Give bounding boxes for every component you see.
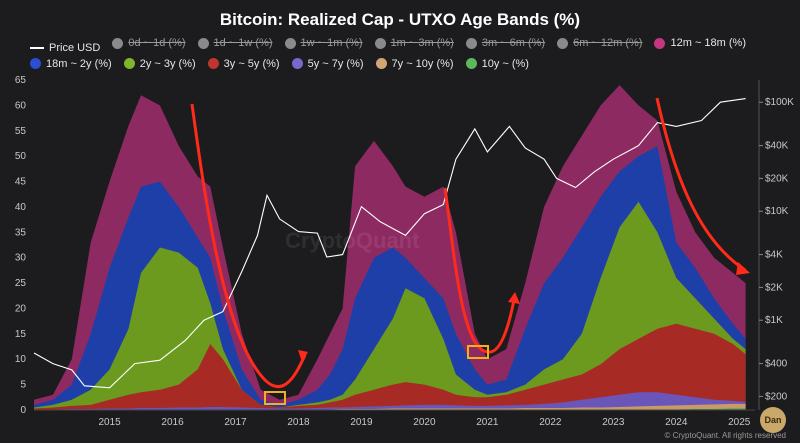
annotation-arrow-3 xyxy=(655,97,746,272)
legend-swatch xyxy=(375,58,387,69)
y2-tick-label: $1K xyxy=(765,315,783,326)
y-tick-label: 60 xyxy=(15,100,27,111)
legend-label: 10y ~ (%) xyxy=(481,57,529,70)
legend-item-5[interactable]: 3m ~ 6m (%) xyxy=(465,35,546,51)
legend-swatch xyxy=(465,58,477,69)
y-tick-label: 45 xyxy=(15,177,27,188)
legend-label: 2y ~ 3y (%) xyxy=(139,57,196,70)
annotation-arrow-1 xyxy=(190,103,307,389)
area-series-3 xyxy=(34,323,746,410)
legend-item-12[interactable]: 7y ~ 10y (%) xyxy=(375,56,454,72)
legend-item-8[interactable]: 18m ~ 2y (%) xyxy=(30,56,112,72)
legend: Price USD 0d ~ 1d (%) 1d ~ 1w (%) 1w ~ 1m (… xyxy=(30,35,780,74)
legend-label: 18m ~ 2y (%) xyxy=(46,57,112,70)
y-tick-label: 30 xyxy=(15,253,27,264)
x-tick-label: 2018 xyxy=(287,417,310,428)
legend-swatch xyxy=(197,37,209,49)
annotation-arrowhead-1 xyxy=(298,350,308,362)
highlight-box-2018 xyxy=(264,391,286,405)
y2-tick-label: $100K xyxy=(765,97,794,108)
legend-item-7[interactable]: 12m ~ 18m (%) xyxy=(654,35,746,51)
legend-label: 5y ~ 7y (%) xyxy=(307,57,364,70)
y-tick-label: 50 xyxy=(15,151,27,162)
y-tick-label: 10 xyxy=(15,354,27,365)
legend-swatch xyxy=(112,37,124,49)
y2-tick-label: $200 xyxy=(765,391,788,402)
legend-label: Price USD xyxy=(49,41,101,54)
legend-item-11[interactable]: 5y ~ 7y (%) xyxy=(291,56,364,72)
y2-tick-label: $2K xyxy=(765,282,783,293)
x-tick-label: 2015 xyxy=(98,417,121,428)
y2-tick-label: $400 xyxy=(765,359,788,370)
legend-label: 1d ~ 1w (%) xyxy=(213,37,273,49)
legend-swatch xyxy=(291,58,303,69)
legend-swatch xyxy=(30,46,44,49)
legend-item-1[interactable]: 0d ~ 1d (%) xyxy=(112,35,186,51)
y2-tick-label: $10K xyxy=(765,206,789,217)
x-tick-label: 2023 xyxy=(602,417,625,428)
legend-swatch xyxy=(557,37,569,49)
author-badge: Dan xyxy=(760,407,786,433)
x-tick-label: 2022 xyxy=(539,417,562,428)
x-tick-label: 2025 xyxy=(728,417,751,428)
x-tick-label: 2016 xyxy=(161,417,184,428)
chart-title: Bitcoin: Realized Cap - UTXO Age Bands (… xyxy=(219,10,581,29)
area-series-4 xyxy=(34,392,746,410)
legend-label: 3m ~ 6m (%) xyxy=(481,37,546,49)
legend-item-6[interactable]: 6m ~ 12m (%) xyxy=(557,35,642,51)
legend-swatch xyxy=(207,58,219,69)
y-tick-label: 40 xyxy=(15,202,27,213)
legend-label: 3y ~ 5y (%) xyxy=(223,57,280,70)
y-tick-label: 65 xyxy=(15,75,27,86)
highlight-box-2021 xyxy=(467,345,489,359)
annotation-arrow-2 xyxy=(443,187,516,354)
watermark: CryptoQuant xyxy=(285,228,420,253)
legend-item-3[interactable]: 1w ~ 1m (%) xyxy=(284,35,363,51)
legend-item-2[interactable]: 1d ~ 1w (%) xyxy=(197,35,273,51)
x-tick-label: 2024 xyxy=(665,417,688,428)
y-tick-label: 25 xyxy=(15,278,27,289)
y2-tick-label: $20K xyxy=(765,173,789,184)
area-series-5 xyxy=(34,403,746,410)
legend-item-10[interactable]: 3y ~ 5y (%) xyxy=(207,56,280,72)
y-tick-label: 35 xyxy=(15,227,27,238)
legend-item-13[interactable]: 10y ~ (%) xyxy=(465,56,529,72)
legend-swatch xyxy=(374,37,386,49)
x-tick-label: 2021 xyxy=(476,417,499,428)
legend-item-9[interactable]: 2y ~ 3y (%) xyxy=(123,56,196,72)
legend-label: 1w ~ 1m (%) xyxy=(300,37,363,49)
footer-copyright: © CryptoQuant. All rights reserved xyxy=(664,431,787,440)
legend-item-4[interactable]: 1m ~ 3m (%) xyxy=(374,35,454,51)
legend-label: 1m ~ 3m (%) xyxy=(390,37,454,49)
y2-tick-label: $40K xyxy=(765,141,789,152)
y-tick-label: 15 xyxy=(15,329,27,340)
legend-label: 0d ~ 1d (%) xyxy=(128,37,186,49)
x-tick-label: 2017 xyxy=(224,417,247,428)
y-tick-label: 55 xyxy=(15,126,27,137)
legend-label: 12m ~ 18m (%) xyxy=(670,37,746,49)
legend-swatch xyxy=(654,37,666,49)
y-tick-label: 0 xyxy=(20,405,26,416)
price-line xyxy=(33,98,746,389)
y-tick-label: 20 xyxy=(15,303,27,314)
annotation-arrowhead-3 xyxy=(736,262,750,275)
y2-tick-label: $4K xyxy=(765,250,783,261)
x-tick-label: 2019 xyxy=(350,417,373,428)
legend-swatch xyxy=(465,37,477,49)
legend-label: 6m ~ 12m (%) xyxy=(573,37,643,49)
legend-item-0[interactable]: Price USD xyxy=(30,40,100,56)
legend-label: 7y ~ 10y (%) xyxy=(391,57,454,70)
x-tick-label: 2020 xyxy=(413,417,436,428)
annotation-arrowhead-2 xyxy=(508,292,520,304)
y-tick-label: 5 xyxy=(20,380,26,391)
legend-swatch xyxy=(30,58,41,69)
legend-swatch xyxy=(123,58,135,69)
legend-swatch xyxy=(284,37,296,49)
